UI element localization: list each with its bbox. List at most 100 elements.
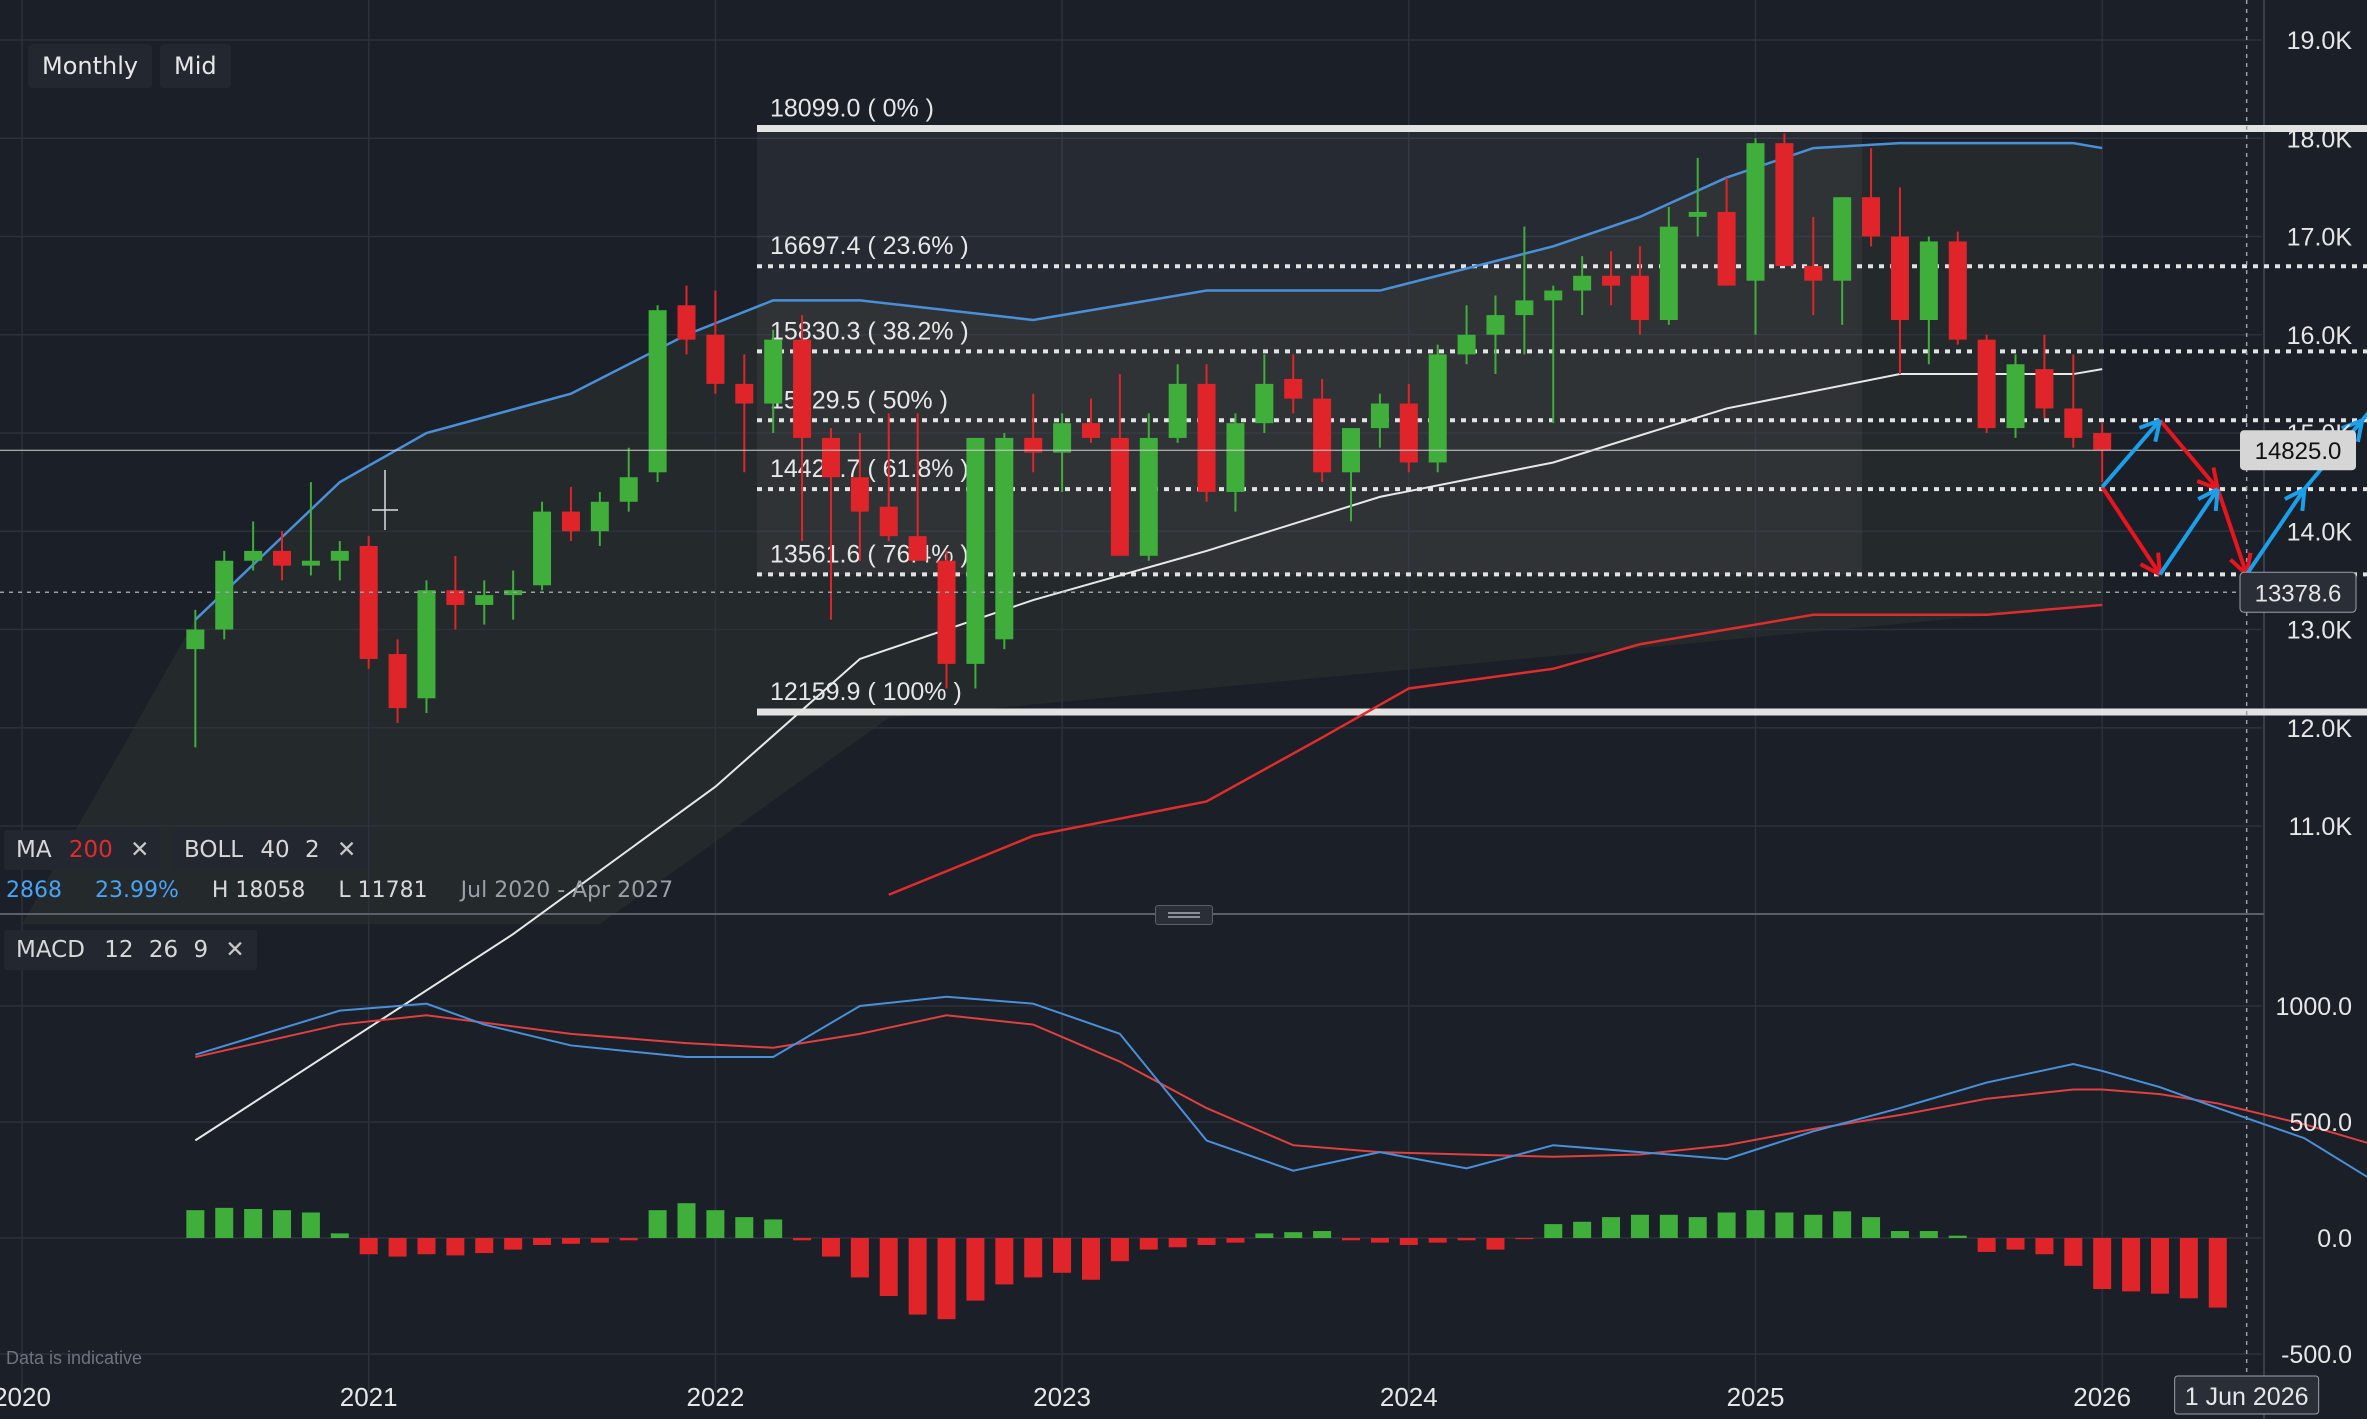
candle-body — [1081, 423, 1100, 438]
candle-body — [1717, 211, 1736, 286]
time-axis-label: 2025 — [1727, 1382, 1785, 1412]
macd-histogram-bar — [821, 1238, 840, 1257]
pane-resize-handle[interactable] — [1155, 905, 1213, 925]
candle-body — [1659, 226, 1678, 321]
macd-histogram-bar — [966, 1238, 985, 1301]
macd-histogram-bar — [1313, 1231, 1332, 1238]
projection-up-arrow-head — [2341, 418, 2363, 431]
projection-up-arrow-head — [2153, 419, 2162, 443]
candle-body — [1370, 403, 1389, 429]
time-axis-label: 2026 — [2073, 1382, 2131, 1412]
candle-body — [619, 477, 638, 502]
candle-body — [1053, 423, 1072, 453]
macd-histogram-bar — [273, 1210, 292, 1238]
macd-histogram-bar — [2064, 1238, 2083, 1266]
candle-body — [1804, 265, 1823, 281]
macd-histogram-bar — [359, 1238, 378, 1255]
candle-body — [533, 511, 552, 586]
ma-indicator-chip[interactable]: MA 200 ✕ — [4, 830, 162, 870]
candle-body — [446, 590, 465, 605]
candle-body — [1573, 275, 1592, 291]
fibonacci-box — [757, 128, 1862, 575]
macd-histogram-bar — [1515, 1238, 1534, 1240]
macd-histogram-bar — [590, 1238, 609, 1243]
macd-line — [195, 995, 2367, 1178]
candle-body — [1313, 398, 1332, 473]
candle-body — [2093, 433, 2112, 451]
macd-histogram-bar — [1890, 1231, 1909, 1238]
candle-body — [359, 545, 378, 659]
price-axis-label: 16.0K — [2287, 322, 2353, 350]
macd-histogram-bar — [1948, 1235, 1967, 1238]
projection-down-arrow — [2100, 485, 2162, 576]
candle-body — [2006, 364, 2025, 429]
candle-body — [706, 334, 725, 384]
candle-body — [1544, 290, 1563, 301]
macd-histogram-bar — [1342, 1238, 1361, 1241]
price-axis-label: 18.0K — [2287, 125, 2353, 153]
macd-histogram-bar — [2006, 1238, 2025, 1250]
candle-body — [821, 437, 840, 478]
macd-histogram-bar — [677, 1203, 696, 1238]
macd-histogram-bar — [561, 1238, 580, 1244]
candle-body — [244, 550, 263, 561]
macd-histogram-bar — [1486, 1238, 1505, 1250]
crosshair-date-tag — [2174, 1375, 2320, 1415]
time-axis-label: 2020 — [0, 1382, 51, 1412]
close-icon[interactable]: ✕ — [130, 837, 150, 863]
macd-histogram-bar — [1775, 1212, 1794, 1238]
macd-axis-label: 1000.0 — [2276, 993, 2352, 1021]
macd-indicator-chip[interactable]: MACD 12 26 9 ✕ — [4, 930, 257, 970]
candle-body — [1024, 437, 1043, 453]
price-axis-label: 19.0K — [2287, 27, 2353, 55]
macd-histogram-bar — [2150, 1238, 2169, 1294]
macd-histogram-bar — [1284, 1232, 1303, 1238]
price-axis-label: 12.0K — [2287, 715, 2353, 743]
macd-histogram-bar — [1746, 1210, 1765, 1238]
interval-selector[interactable]: Monthly — [28, 44, 153, 88]
macd-histogram-bar — [1688, 1217, 1707, 1238]
macd-histogram-bar — [2093, 1238, 2112, 1290]
time-axis-label: 2024 — [1380, 1382, 1438, 1412]
macd-histogram-bar — [1457, 1238, 1476, 1241]
price-type-selector[interactable]: Mid — [160, 44, 231, 88]
candle-body — [1862, 197, 1881, 237]
candle-body — [995, 437, 1014, 640]
close-icon[interactable]: ✕ — [336, 837, 357, 863]
candle-body — [648, 310, 667, 473]
projection-up-arrow-head — [2283, 487, 2306, 501]
macd-histogram-bar — [1659, 1214, 1678, 1238]
candle-body — [793, 339, 812, 438]
close-icon[interactable]: ✕ — [225, 937, 245, 963]
macd-histogram-bar — [1602, 1217, 1621, 1238]
macd-histogram-bar — [619, 1238, 638, 1241]
macd-fast: 12 — [104, 937, 134, 963]
macd-histogram-bar — [1428, 1238, 1447, 1243]
ma200-line — [888, 603, 2103, 896]
date-range: Jul 2020 - Apr 2027 — [460, 878, 674, 903]
macd-histogram-bar — [850, 1238, 869, 1278]
candle-body — [1977, 339, 1996, 429]
boll-period: 40 — [260, 837, 290, 863]
macd-histogram-bar — [648, 1210, 667, 1238]
macd-histogram-bar — [937, 1238, 956, 1320]
macd-histogram-bar — [908, 1238, 927, 1315]
projection-down-arrow — [2158, 418, 2220, 491]
price-stats: 2868 23.99% H 18058 L 11781 Jul 2020 - A… — [6, 878, 699, 903]
macd-slow: 26 — [148, 937, 179, 963]
macd-histogram-bar — [2208, 1238, 2227, 1308]
macd-histogram-bar — [1255, 1233, 1274, 1238]
projection-up-arrow-head — [2213, 488, 2220, 512]
boll-indicator-chip[interactable]: BOLL 40 2 ✕ — [172, 830, 369, 870]
candle-body — [1110, 437, 1129, 556]
projection-up-arrow-head — [2300, 488, 2307, 512]
macd-histogram-bar — [1197, 1238, 1216, 1245]
projection-down-arrow — [2215, 488, 2249, 576]
macd-histogram-bar — [2122, 1238, 2141, 1292]
crosshair-date-value: 1 Jun 2026 — [2185, 1383, 2309, 1411]
macd-histogram-bar — [1139, 1238, 1158, 1250]
candle-body — [1428, 354, 1447, 463]
price-axis-label: 17.0K — [2287, 224, 2353, 252]
macd-histogram-bar — [735, 1217, 754, 1238]
